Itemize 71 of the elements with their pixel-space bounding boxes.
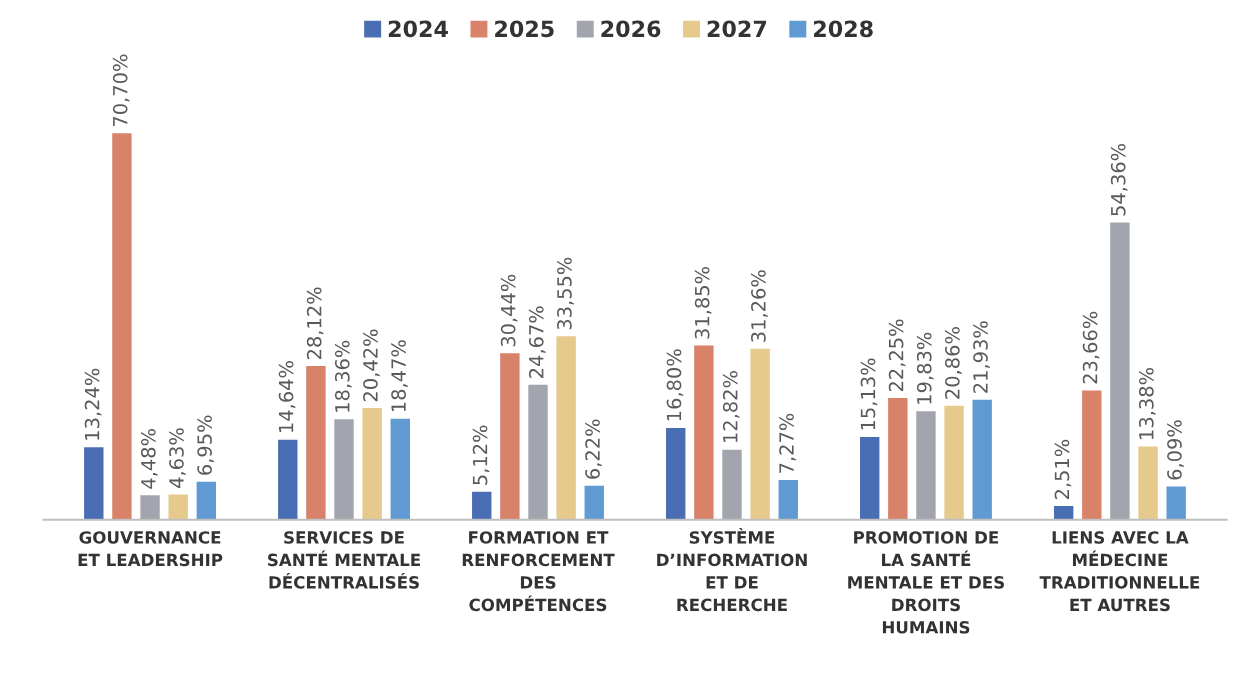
data-label: 6,22% [585, 419, 602, 479]
bar [528, 384, 548, 520]
bar [500, 353, 520, 520]
bar [1082, 390, 1102, 520]
data-label: 13,38% [1138, 367, 1156, 439]
bar [362, 408, 382, 520]
data-label: 16,80% [666, 349, 684, 421]
bar [306, 366, 326, 520]
x-tick-label: SERVICES DE SANTÉ MENTALE DÉCENTRALISÉS [268, 531, 420, 589]
bar [1138, 446, 1158, 520]
bar [278, 439, 298, 520]
bar [84, 447, 104, 520]
bar [750, 348, 770, 520]
bar [390, 418, 410, 520]
data-label: 6,95% [197, 415, 214, 475]
legend-label: 2028 [814, 20, 873, 38]
data-label: 14,64% [278, 361, 296, 433]
x-tick-label: GOUVERNANCE ET LEADERSHIP [78, 531, 223, 567]
x-tick-label: LIENS AVEC LA MÉDECINE TRADITIONNELLE ET AUTRES [1039, 531, 1200, 612]
data-label: 12,82% [722, 371, 740, 442]
data-label: 70,70% [112, 54, 130, 127]
data-label: 28,12% [306, 287, 324, 360]
bar [112, 133, 132, 520]
data-label: 23,66% [1082, 311, 1100, 384]
bar [888, 398, 908, 520]
bar [168, 494, 188, 520]
bar [334, 419, 354, 520]
data-label: 19,83% [916, 332, 934, 404]
bar [1110, 222, 1130, 520]
data-label: 6,09% [1167, 420, 1184, 480]
data-label: 18,47% [391, 340, 408, 412]
data-label: 4,63% [169, 428, 186, 488]
bar [140, 495, 160, 520]
data-label: 24,67% [528, 306, 546, 378]
bar [666, 427, 686, 520]
bar [722, 449, 742, 520]
data-label: 5,12% [472, 425, 490, 485]
data-label: 31,85% [694, 266, 712, 339]
x-tick-label: PROMOTION DE LA SANTÉ MENTALE ET DES DROITS HUMAINS [848, 531, 1004, 634]
bar [916, 411, 936, 520]
legend-label: 2026 [601, 20, 661, 38]
legend-label: 2024 [388, 20, 448, 38]
bar [778, 480, 798, 520]
data-label: 4,48% [140, 429, 158, 489]
data-label: 20,86% [945, 327, 962, 399]
data-label: 21,93% [973, 321, 990, 393]
data-label: 54,36% [1110, 143, 1128, 216]
data-label: 20,42% [363, 329, 380, 402]
legend-label: 2025 [495, 20, 554, 38]
bar [556, 336, 576, 520]
data-label: 18,36% [334, 340, 352, 412]
bar [972, 399, 992, 520]
data-label: 13,24% [84, 368, 102, 440]
bar [944, 405, 964, 520]
legend-label: 2027 [707, 20, 767, 38]
data-label: 22,25% [888, 319, 906, 392]
data-label: 31,26% [751, 270, 768, 342]
x-tick-label: FORMATION ET RENFORCEMENT DES COMPÉTENCES [462, 531, 615, 612]
data-label: 7,27% [779, 413, 796, 473]
bar [694, 345, 714, 520]
bar [860, 437, 880, 520]
bar [1053, 506, 1074, 520]
bar [196, 481, 216, 520]
bar [584, 485, 604, 520]
data-label: 30,44% [500, 274, 518, 347]
bar [1166, 486, 1186, 520]
data-label: 33,55% [557, 257, 574, 330]
bar [472, 491, 492, 520]
data-label: 2,51% [1054, 439, 1072, 500]
x-tick-label: SYSTÈME D’INFORMATION ET DE RECHERCHE [657, 528, 807, 612]
data-label: 15,13% [860, 358, 878, 430]
